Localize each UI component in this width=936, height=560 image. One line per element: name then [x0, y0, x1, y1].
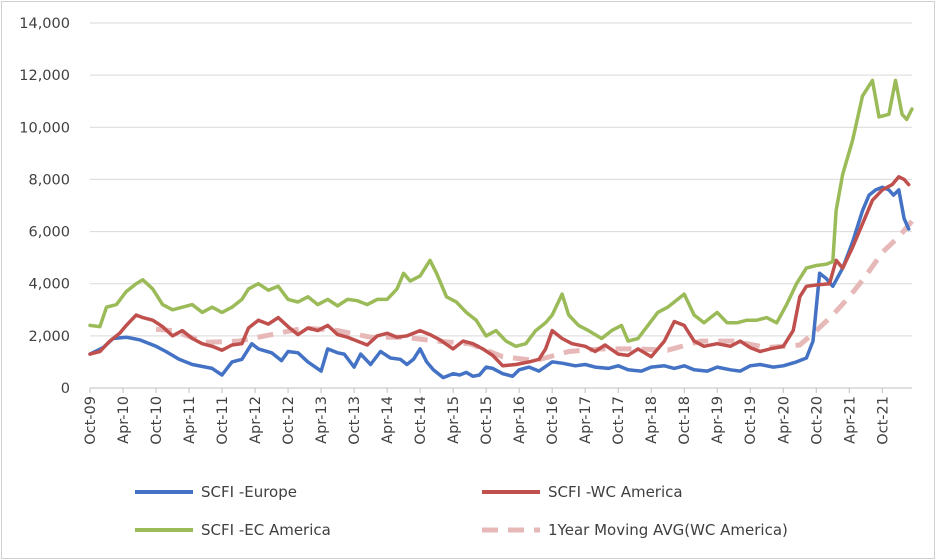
x-tick-label: Oct-20	[809, 396, 825, 445]
x-tick-label: Oct-11	[215, 396, 231, 445]
y-tick-label: 6,000	[28, 225, 70, 241]
x-tick-label: Apr-12	[248, 396, 264, 444]
y-tick-label: 2,000	[28, 329, 70, 345]
series-line	[88, 78, 914, 349]
x-tick-label: Apr-18	[644, 396, 660, 444]
y-tick-label: 10,000	[19, 120, 70, 136]
x-tick-label: Oct-09	[83, 396, 99, 445]
y-tick-label: 8,000	[28, 172, 70, 188]
series-line	[88, 175, 911, 368]
y-tick-label: 0	[61, 381, 70, 397]
legend: SCFI -Europe SCFI -WC America SCFI -EC Ame…	[135, 483, 788, 539]
gridlines	[90, 22, 912, 337]
x-tick-label: Apr-13	[314, 396, 330, 444]
x-tick-label: Apr-11	[182, 396, 198, 444]
x-tick-label: Apr-14	[380, 396, 396, 444]
legend-label: SCFI -WC America	[548, 483, 683, 501]
x-axis: Oct-09 Apr-10 Oct-10 Apr-11 Oct-11 Apr-12 Oct-…	[83, 387, 912, 445]
x-tick-label: Apr-21	[842, 396, 858, 444]
x-tick-label: Apr-15	[446, 396, 462, 444]
legend-label: 1Year Moving AVG(WC America)	[548, 521, 788, 539]
x-tick-label: Apr-16	[512, 396, 528, 444]
x-tick-label: Oct-16	[545, 396, 561, 445]
x-tick-label: Oct-10	[149, 396, 165, 445]
x-tick-label: Oct-18	[677, 396, 693, 445]
x-tick-label: Oct-12	[281, 396, 297, 445]
x-tick-label: Apr-17	[578, 396, 594, 444]
x-tick-label: Oct-19	[743, 396, 759, 445]
x-tick-label: Apr-19	[710, 396, 726, 444]
legend-label: SCFI -EC America	[201, 521, 331, 539]
x-tick-label: Oct-17	[611, 396, 627, 445]
y-tick-label: 14,000	[19, 16, 70, 32]
x-tick-label: Oct-21	[875, 396, 891, 445]
x-tick-label: Apr-20	[776, 396, 792, 444]
x-tick-label: Oct-15	[479, 396, 495, 445]
y-axis-tick-labels: 0 2,000 4,000 6,000 8,000 10,000 12,000 14,000	[19, 16, 70, 397]
x-tick-label: Oct-13	[347, 396, 363, 445]
x-tick-label: Oct-14	[413, 396, 429, 445]
legend-label: SCFI -Europe	[201, 483, 297, 501]
series-lines	[88, 78, 914, 380]
y-tick-label: 4,000	[28, 277, 70, 293]
series-line	[155, 219, 914, 364]
x-tick-label: Apr-10	[116, 396, 132, 444]
y-tick-label: 12,000	[19, 68, 70, 84]
series-line	[88, 185, 911, 380]
